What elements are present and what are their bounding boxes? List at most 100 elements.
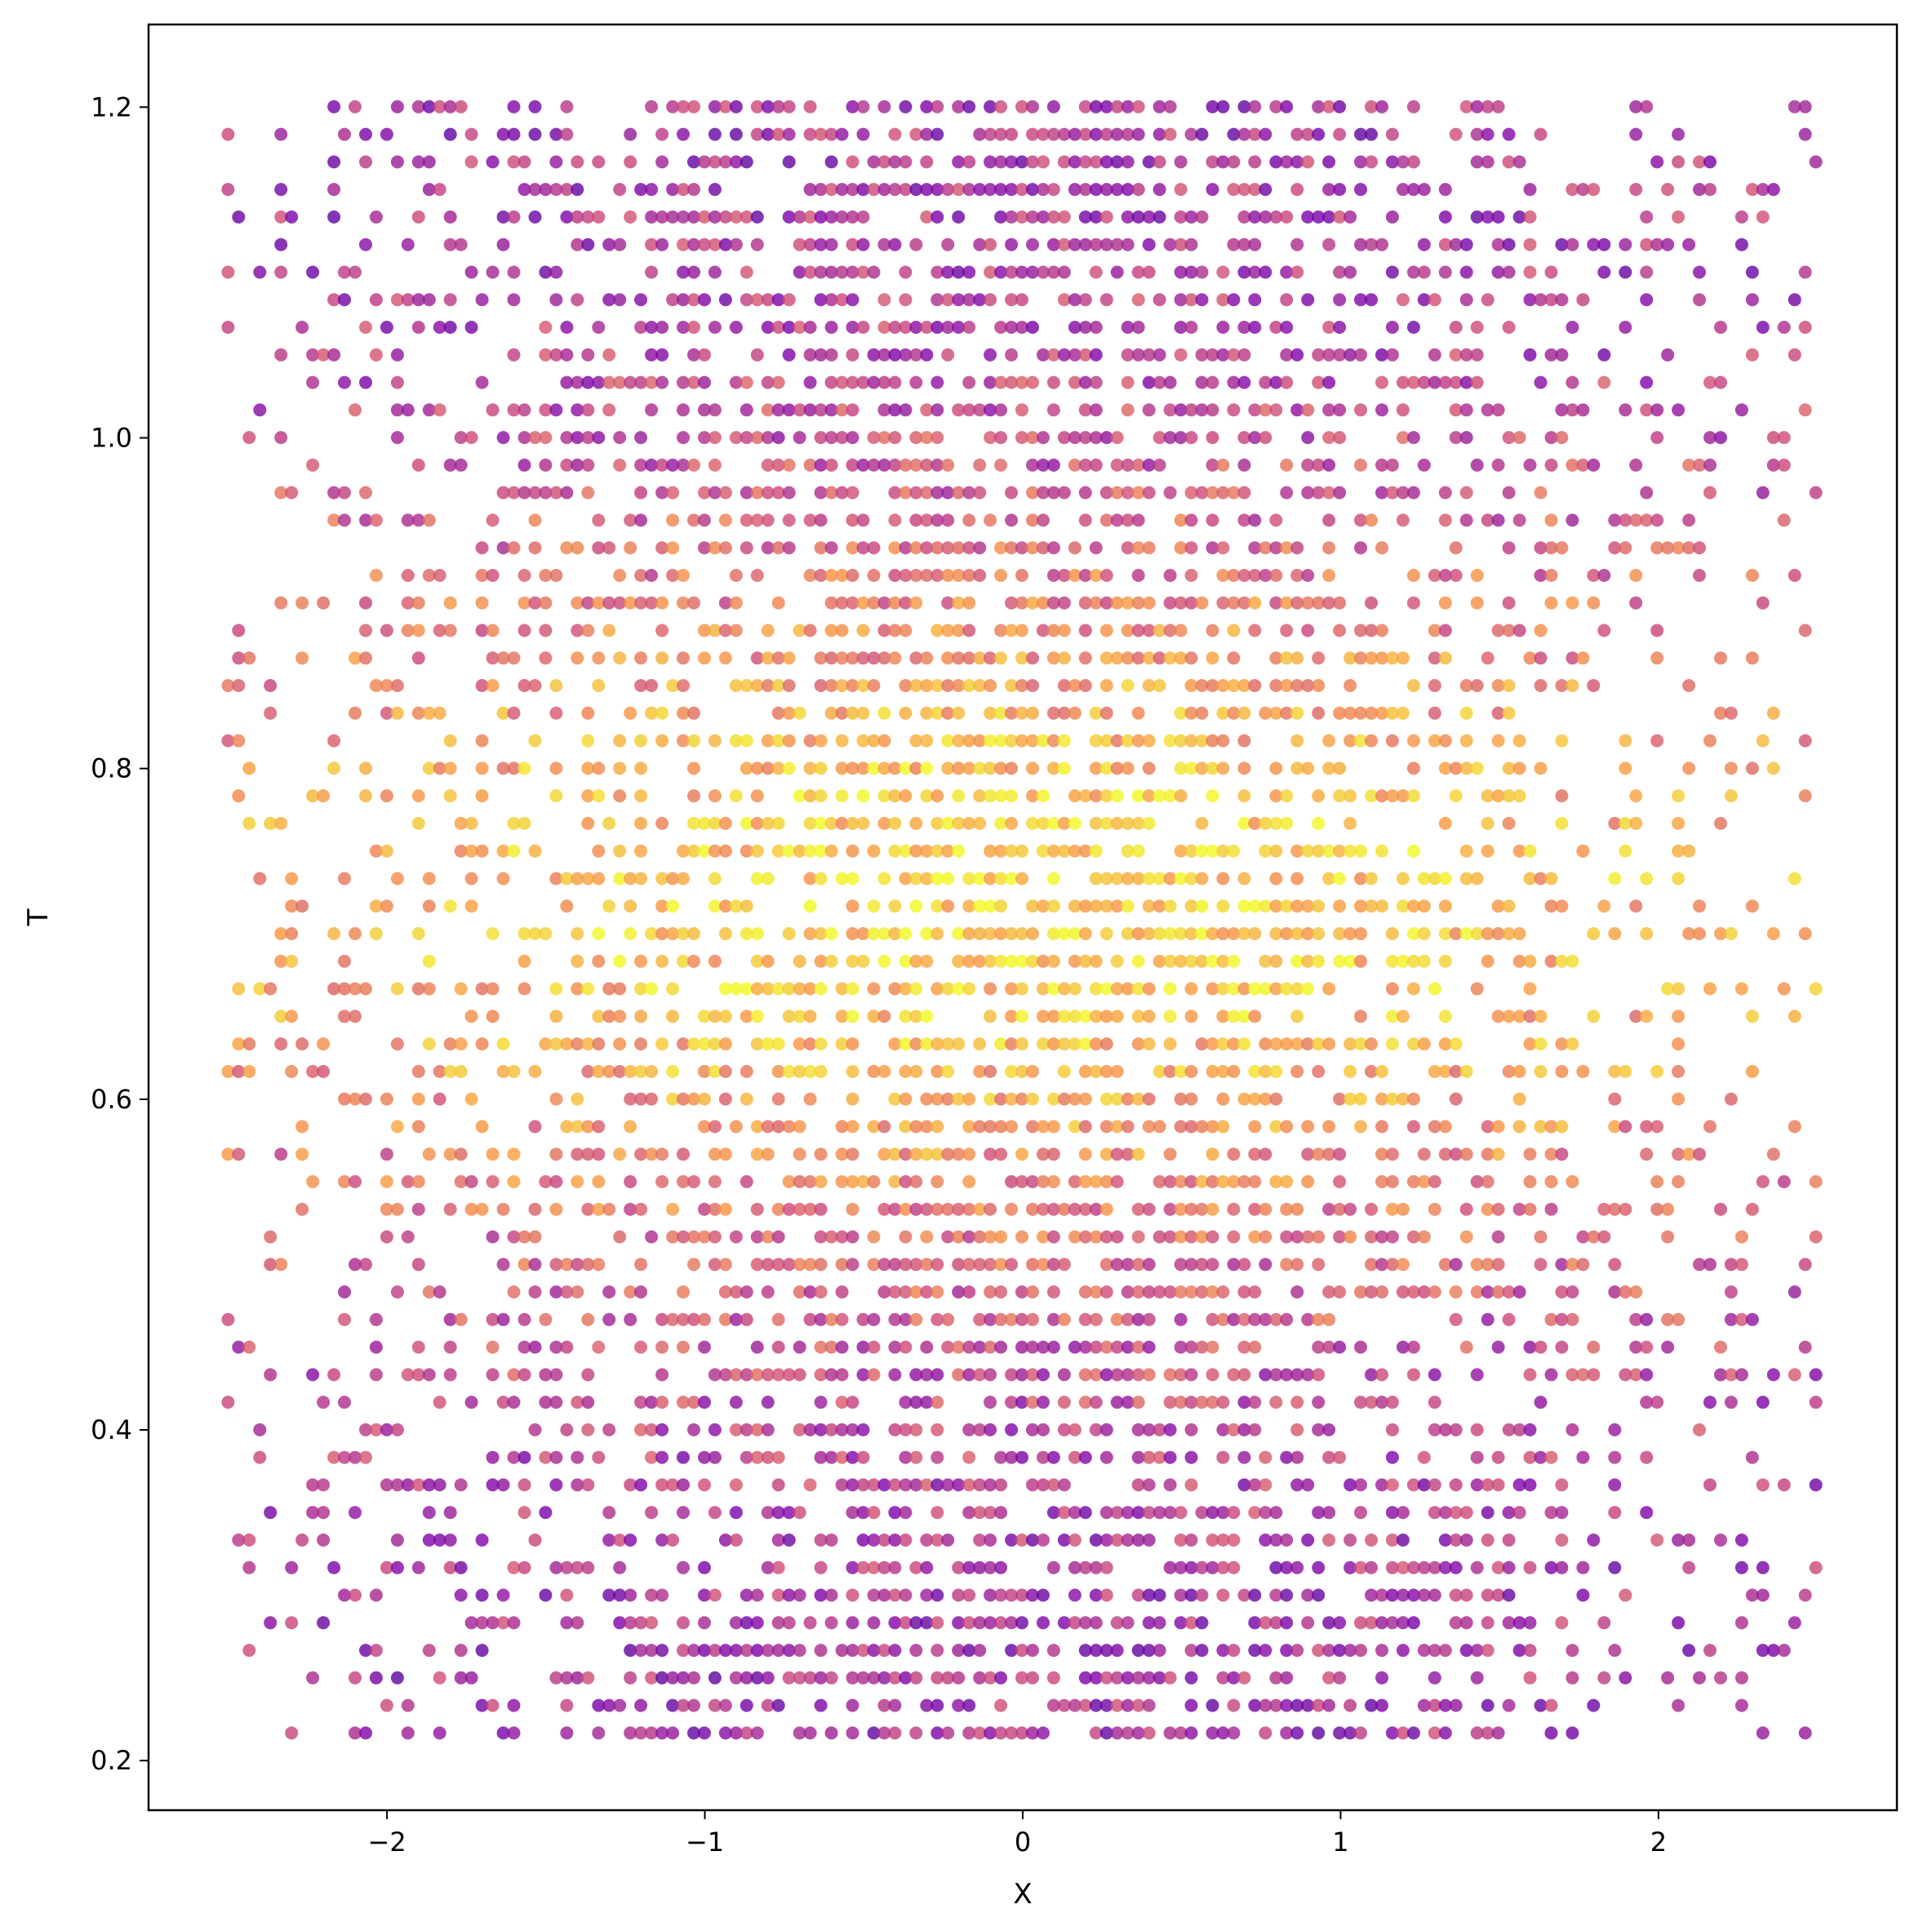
data-point bbox=[1544, 954, 1558, 968]
data-point bbox=[941, 183, 955, 197]
data-point bbox=[1512, 1506, 1526, 1520]
data-point bbox=[1195, 1285, 1209, 1298]
data-point bbox=[1237, 1588, 1251, 1602]
data-point bbox=[708, 1010, 722, 1023]
data-point bbox=[1555, 1506, 1569, 1520]
data-point bbox=[1037, 1450, 1050, 1464]
data-point bbox=[1142, 375, 1156, 389]
data-point bbox=[814, 734, 828, 748]
data-point bbox=[1227, 651, 1241, 665]
data-point bbox=[962, 1230, 976, 1244]
data-point bbox=[994, 375, 1008, 389]
data-point bbox=[464, 265, 478, 279]
data-point bbox=[327, 513, 341, 527]
data-point bbox=[1512, 761, 1526, 775]
data-point bbox=[549, 155, 563, 169]
data-point bbox=[1406, 899, 1420, 913]
data-point bbox=[1195, 927, 1209, 940]
data-point bbox=[1216, 100, 1230, 113]
data-point bbox=[888, 1202, 902, 1216]
data-point bbox=[581, 761, 595, 775]
data-point bbox=[994, 651, 1008, 665]
data-point bbox=[1121, 1340, 1135, 1354]
data-point bbox=[1566, 954, 1579, 968]
data-point bbox=[899, 1285, 913, 1298]
data-point bbox=[1385, 789, 1399, 803]
data-point bbox=[634, 1423, 648, 1436]
data-point bbox=[920, 1698, 934, 1712]
data-point bbox=[1714, 927, 1727, 940]
data-point bbox=[1280, 1534, 1294, 1547]
data-point bbox=[698, 293, 711, 307]
data-point bbox=[1576, 458, 1590, 472]
data-point bbox=[1459, 1202, 1473, 1216]
data-point bbox=[338, 486, 351, 499]
data-point bbox=[1322, 734, 1336, 748]
data-point bbox=[634, 734, 648, 748]
data-point bbox=[888, 1423, 902, 1436]
data-point bbox=[517, 1312, 531, 1326]
data-point bbox=[422, 982, 436, 996]
data-point bbox=[739, 1671, 753, 1685]
data-point bbox=[1502, 1010, 1516, 1023]
data-point bbox=[803, 1174, 817, 1188]
data-point bbox=[1153, 348, 1166, 362]
data-point bbox=[941, 486, 955, 499]
data-point bbox=[1512, 1423, 1526, 1436]
data-point bbox=[634, 1258, 648, 1272]
data-point bbox=[666, 210, 680, 224]
data-point bbox=[1672, 403, 1686, 417]
data-point bbox=[571, 155, 584, 169]
data-point bbox=[814, 651, 828, 665]
data-point bbox=[1216, 1174, 1230, 1188]
data-point bbox=[1078, 1230, 1092, 1244]
data-point bbox=[359, 237, 372, 251]
data-point bbox=[920, 1148, 934, 1161]
data-point bbox=[411, 816, 425, 830]
data-point bbox=[909, 1174, 923, 1188]
data-point bbox=[1131, 844, 1145, 858]
data-point bbox=[1428, 1285, 1441, 1298]
data-point bbox=[1365, 596, 1378, 610]
data-point bbox=[422, 1148, 436, 1161]
data-point bbox=[994, 734, 1008, 748]
data-point bbox=[549, 789, 563, 803]
data-point bbox=[1406, 1588, 1420, 1602]
data-point bbox=[1259, 1726, 1272, 1740]
data-point bbox=[359, 596, 372, 610]
data-point bbox=[338, 954, 351, 968]
data-point bbox=[1057, 624, 1071, 637]
data-point bbox=[1089, 1312, 1103, 1326]
data-point bbox=[1502, 321, 1516, 334]
data-point bbox=[814, 1396, 828, 1409]
data-point bbox=[739, 1616, 753, 1630]
data-point bbox=[1555, 899, 1569, 913]
data-point bbox=[422, 100, 436, 113]
data-point bbox=[877, 458, 891, 472]
data-point bbox=[517, 1230, 531, 1244]
data-point bbox=[1555, 734, 1569, 748]
data-point bbox=[359, 624, 372, 637]
data-point bbox=[994, 403, 1008, 417]
data-point bbox=[1068, 816, 1081, 830]
data-point bbox=[698, 403, 711, 417]
data-point bbox=[803, 237, 817, 251]
data-point bbox=[814, 541, 828, 555]
data-point bbox=[814, 513, 828, 527]
data-point bbox=[1354, 513, 1367, 527]
data-point bbox=[401, 1368, 415, 1382]
data-point bbox=[973, 1534, 987, 1547]
data-point bbox=[285, 1010, 299, 1023]
data-point bbox=[867, 541, 881, 555]
data-point bbox=[1099, 486, 1113, 499]
data-point bbox=[1216, 348, 1230, 362]
data-point bbox=[1322, 569, 1336, 582]
data-point bbox=[814, 1534, 828, 1547]
data-point bbox=[962, 982, 976, 996]
data-point bbox=[1259, 265, 1272, 279]
data-point bbox=[708, 899, 722, 913]
data-point bbox=[1438, 1698, 1452, 1712]
data-point bbox=[1015, 734, 1028, 748]
data-point bbox=[984, 1120, 997, 1134]
data-point bbox=[401, 1230, 415, 1244]
